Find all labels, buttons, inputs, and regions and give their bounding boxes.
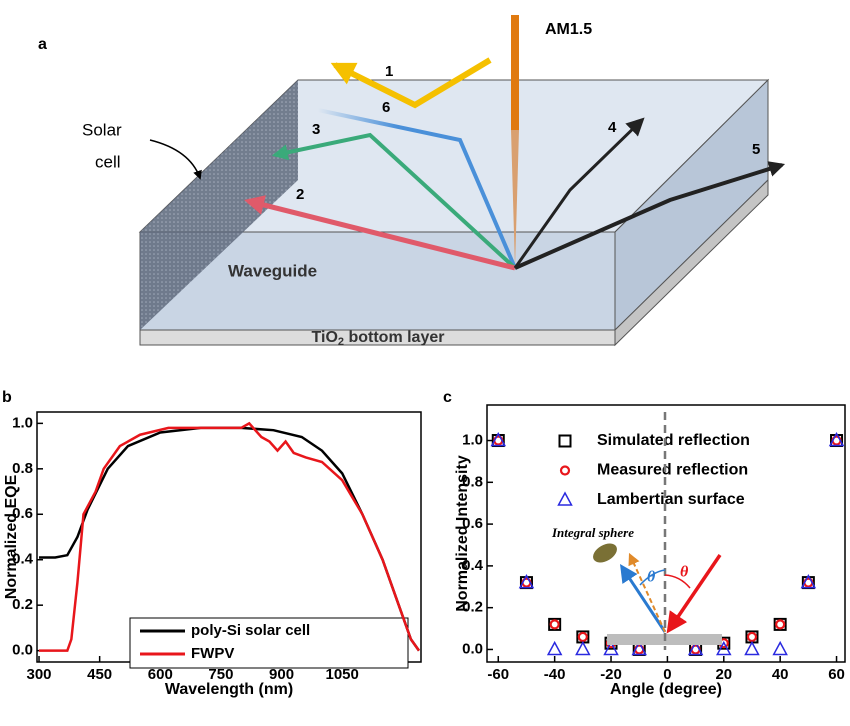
x-tick-label: 60 bbox=[828, 666, 845, 683]
bottom-layer-label: TiO2 bottom layer bbox=[312, 329, 445, 348]
legend-marker bbox=[561, 467, 569, 475]
x-tick-label: 40 bbox=[772, 666, 789, 683]
label-rest: bottom layer bbox=[344, 329, 444, 346]
y-tick-label: 1.0 bbox=[462, 431, 483, 448]
y-tick-label: 1.0 bbox=[12, 414, 33, 431]
integral-sphere bbox=[590, 540, 621, 567]
marker bbox=[774, 642, 787, 654]
data-line bbox=[39, 428, 419, 651]
waveguide-label: Waveguide bbox=[228, 261, 317, 280]
source-label: AM1.5 bbox=[545, 21, 592, 38]
x-axis-label: Wavelength (nm) bbox=[165, 681, 293, 698]
marker bbox=[748, 633, 756, 641]
data-line bbox=[39, 423, 419, 650]
panel-label: a bbox=[38, 36, 47, 53]
panel-label: c bbox=[443, 389, 452, 406]
marker bbox=[745, 642, 758, 654]
legend-label: Measured reflection bbox=[597, 462, 748, 479]
marker bbox=[551, 620, 559, 628]
x-tick-label: -60 bbox=[487, 666, 509, 683]
panel-label: b bbox=[2, 389, 12, 406]
ray-label: 6 bbox=[382, 99, 390, 116]
legend-label: FWPV bbox=[191, 645, 234, 662]
y-tick-label: 0.0 bbox=[12, 642, 33, 659]
waveguide-diagram: a AM1.5 1 2 3 4 5 6 Solar cell Waveguide… bbox=[38, 15, 782, 348]
marker bbox=[776, 620, 784, 628]
legend-marker bbox=[559, 493, 572, 505]
solar-cell-label: Solar bbox=[82, 120, 122, 139]
scattered bbox=[630, 555, 665, 632]
reflected bbox=[622, 567, 665, 632]
angle-label: θ bbox=[680, 564, 689, 581]
solar-cell-label: cell bbox=[95, 152, 121, 171]
ray-label: 1 bbox=[385, 63, 393, 80]
ray-label: 5 bbox=[752, 141, 760, 158]
marker bbox=[548, 642, 561, 654]
marker bbox=[576, 642, 589, 654]
y-tick-label: 0.8 bbox=[12, 460, 33, 477]
legend-marker bbox=[560, 436, 571, 447]
label-main: TiO bbox=[312, 329, 338, 346]
legend-label: Lambertian surface bbox=[597, 491, 745, 508]
x-tick-label: 1050 bbox=[325, 666, 358, 683]
incident bbox=[669, 555, 720, 630]
legend-label: poly-Si solar cell bbox=[191, 622, 310, 639]
x-tick-label: 450 bbox=[87, 666, 112, 683]
ray-label: 4 bbox=[608, 119, 617, 136]
ray-label: 2 bbox=[296, 186, 304, 203]
x-tick-label: -40 bbox=[544, 666, 566, 683]
pointer bbox=[150, 140, 200, 178]
legend-label: Simulated reflection bbox=[597, 432, 750, 449]
y-axis-label: Normalized EQE bbox=[3, 474, 20, 599]
inset-label: Integral sphere bbox=[551, 525, 634, 540]
figure: a AM1.5 1 2 3 4 5 6 Solar cell Waveguide… bbox=[0, 0, 850, 726]
marker bbox=[579, 633, 587, 641]
y-tick-label: 0.0 bbox=[462, 640, 483, 657]
x-axis-label: Angle (degree) bbox=[610, 681, 722, 698]
y-axis-label: Normalized Intensity bbox=[454, 455, 471, 612]
ray-label: 3 bbox=[312, 121, 320, 138]
angle-label: θ bbox=[647, 569, 656, 586]
x-tick-label: 300 bbox=[27, 666, 52, 683]
